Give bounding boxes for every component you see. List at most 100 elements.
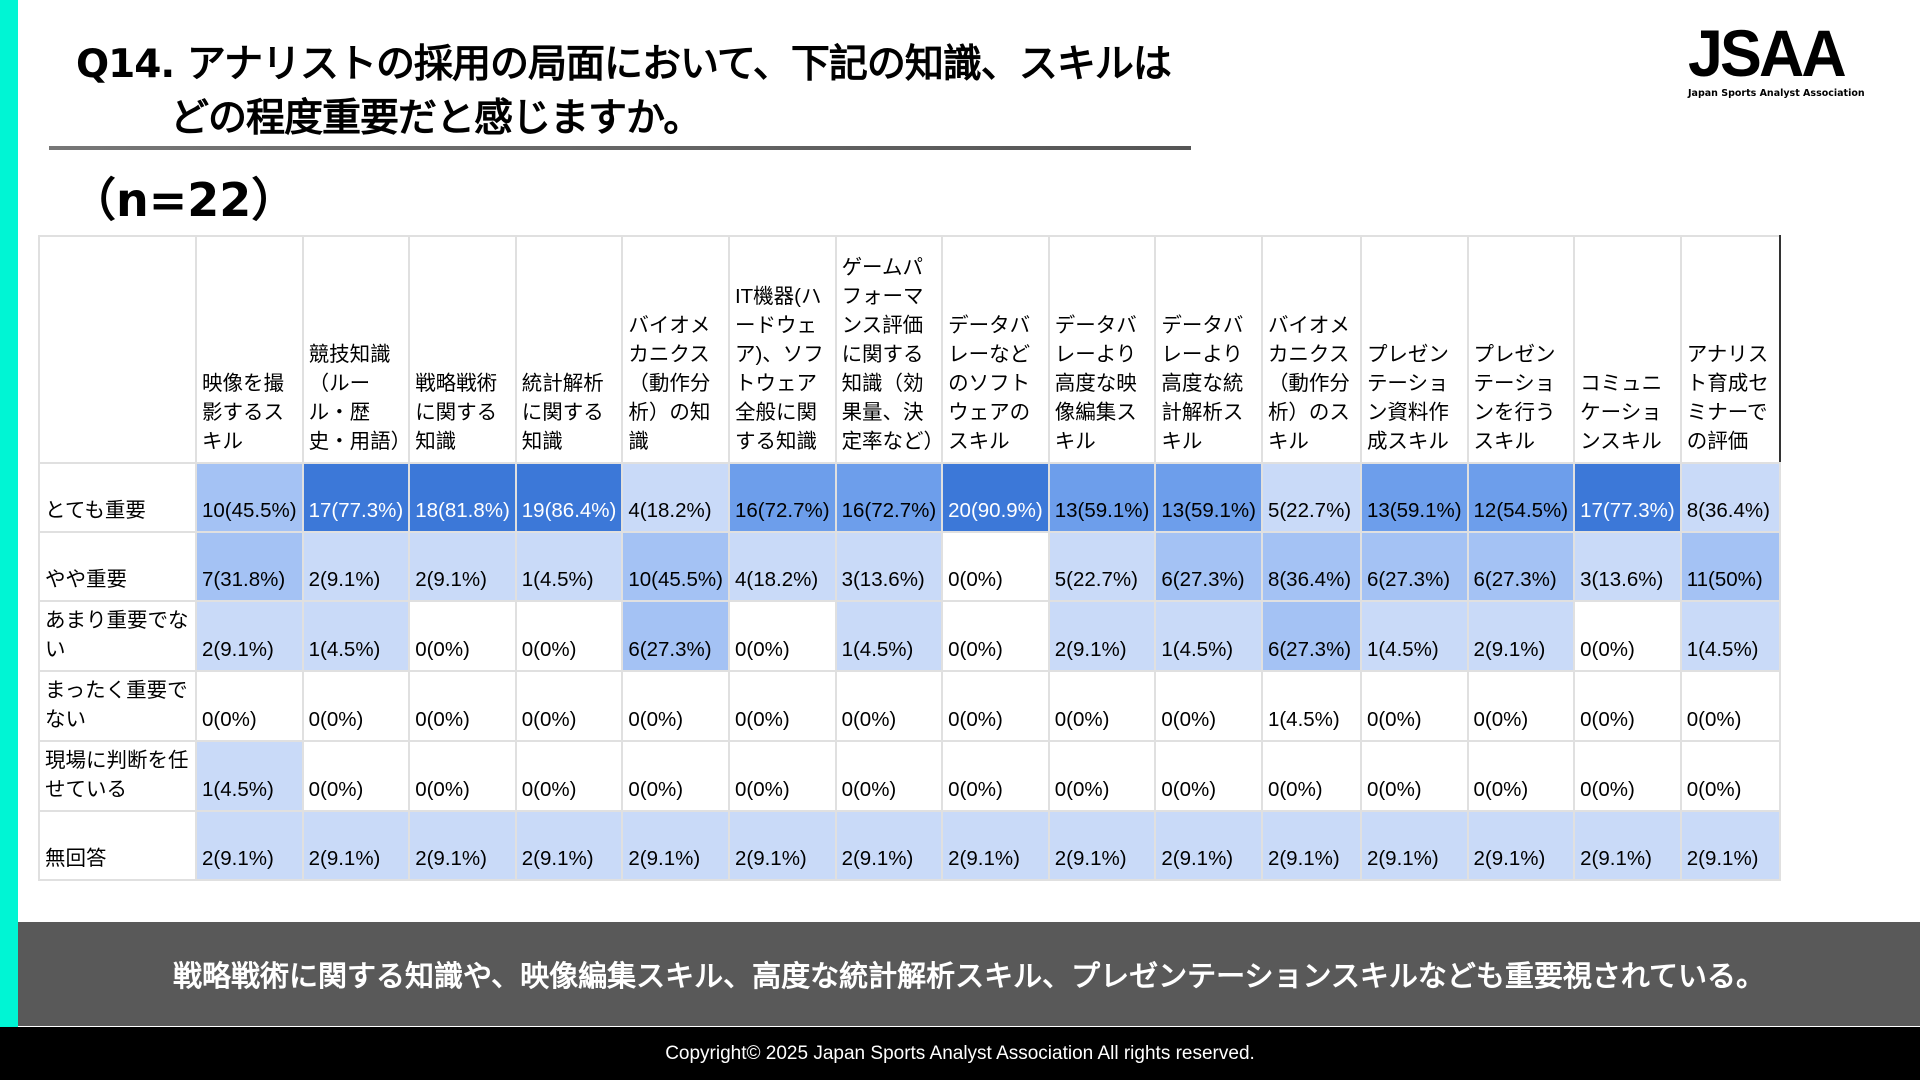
table-row: やや重要 7(31.8%) 2(9.1%) 2(9.1%) 1(4.5%) 10(45.5… <box>38 531 1781 602</box>
table-cell: 0(0%) <box>195 670 304 742</box>
column-header: 統計解析に関する知識 <box>514 235 624 464</box>
table-cell: 2(9.1%) <box>514 810 624 881</box>
table-cell: 2(9.1%) <box>301 531 411 602</box>
table-cell: 0(0%) <box>1679 670 1781 742</box>
column-header: バイオメカニクス（動作分析）のスキル <box>1260 235 1362 464</box>
table-cell: 5(22.7%) <box>1260 462 1362 533</box>
table-cell: 0(0%) <box>1679 740 1781 812</box>
table-cell: 13(59.1%) <box>1359 462 1469 533</box>
table-cell: 19(86.4%) <box>514 462 624 533</box>
table-row: あまり重要でない 2(9.1%) 1(4.5%) 0(0%) 0(0%) 6(27.3%)… <box>38 600 1781 672</box>
table-cell: 0(0%) <box>941 531 1050 602</box>
table-cell: 2(9.1%) <box>1047 600 1157 672</box>
table-cell: 11(50%) <box>1679 531 1781 602</box>
table-cell: 2(9.1%) <box>195 600 304 672</box>
title-line-2: どの程度重要だと感じますか。 <box>170 96 702 141</box>
table-cell: 0(0%) <box>941 740 1050 812</box>
table-cell: 2(9.1%) <box>408 531 517 602</box>
sample-size: （n=22） <box>70 173 298 227</box>
table-row: とても重要 10(45.5%) 17(77.3%) 18(81.8%) 19(86.4%… <box>38 462 1781 533</box>
table-cell: 1(4.5%) <box>514 531 624 602</box>
table-cell: 3(13.6%) <box>834 531 944 602</box>
table-row: 無回答 2(9.1%) 2(9.1%) 2(9.1%) 2(9.1%) 2(9.1%) 2(… <box>38 810 1781 881</box>
column-header: IT機器(ハードウェア)、ソフトウェア全般に関する知識 <box>727 235 837 464</box>
table-cell: 1(4.5%) <box>195 740 304 812</box>
table-cell: 0(0%) <box>941 600 1050 672</box>
table-cell: 0(0%) <box>727 670 837 742</box>
row-label: やや重要 <box>38 531 197 602</box>
table-cell: 1(4.5%) <box>834 600 944 672</box>
table-cell: 0(0%) <box>514 600 624 672</box>
column-header: アナリスト育成セミナーでの評価 <box>1679 235 1781 464</box>
column-header: 競技知識（ルール・歴史・用語） <box>301 235 411 464</box>
table-cell: 2(9.1%) <box>834 810 944 881</box>
row-label: 現場に判断を任せている <box>38 740 197 812</box>
table-cell: 0(0%) <box>408 600 517 672</box>
table-cell: 0(0%) <box>408 740 517 812</box>
table-cell: 2(9.1%) <box>1359 810 1469 881</box>
table-cell: 6(27.3%) <box>1359 531 1469 602</box>
table-cell: 0(0%) <box>1359 670 1469 742</box>
table-cell: 2(9.1%) <box>195 810 304 881</box>
table-cell: 2(9.1%) <box>1466 600 1576 672</box>
column-header: 戦略戦術に関する知識 <box>408 235 517 464</box>
header-row: 映像を撮影するスキル 競技知識（ルール・歴史・用語） 戦略戦術に関する知識 統計解析に… <box>38 235 1781 464</box>
summary-text: 戦略戦術に関する知識や、映像編集スキル、高度な統計解析スキル、プレゼンテーション… <box>172 959 1766 993</box>
table-cell: 3(13.6%) <box>1573 531 1682 602</box>
copyright-text: Copyright© 2025 Japan Sports Analyst Ass… <box>665 1042 1255 1064</box>
table-cell: 0(0%) <box>1154 740 1263 812</box>
table-cell: 2(9.1%) <box>301 810 411 881</box>
table-cell: 0(0%) <box>514 670 624 742</box>
table-cell: 18(81.8%) <box>408 462 517 533</box>
table-cell: 0(0%) <box>408 670 517 742</box>
column-header: データバレーなどのソフトウェアのスキル <box>941 235 1050 464</box>
table-cell: 0(0%) <box>1573 600 1682 672</box>
table-cell: 2(9.1%) <box>1679 810 1781 881</box>
table-cell: 10(45.5%) <box>195 462 304 533</box>
table-cell: 0(0%) <box>1573 740 1682 812</box>
table-cell: 2(9.1%) <box>1047 810 1157 881</box>
table-cell: 1(4.5%) <box>1679 600 1781 672</box>
column-header: バイオメカニクス（動作分析）の知識 <box>621 235 730 464</box>
table-cell: 4(18.2%) <box>727 531 837 602</box>
table-cell: 10(45.5%) <box>621 531 730 602</box>
table-cell: 5(22.7%) <box>1047 531 1157 602</box>
table-cell: 0(0%) <box>727 600 837 672</box>
table-cell: 0(0%) <box>621 740 730 812</box>
table-cell: 0(0%) <box>1047 740 1157 812</box>
column-header: ゲームパフォーマンス評価に関する知識（効果量、決定率など） <box>834 235 944 464</box>
table-cell: 1(4.5%) <box>1359 600 1469 672</box>
table-cell: 2(9.1%) <box>1154 810 1263 881</box>
results-table: 映像を撮影するスキル 競技知識（ルール・歴史・用語） 戦略戦術に関する知識 統計解析に… <box>38 235 1781 881</box>
table-cell: 0(0%) <box>1047 670 1157 742</box>
table-cell: 0(0%) <box>621 670 730 742</box>
table-cell: 0(0%) <box>1260 740 1362 812</box>
column-header: データバレーより高度な映像編集スキル <box>1047 235 1157 464</box>
logo-mark: JSAA <box>1688 16 1847 90</box>
row-label: まったく重要でない <box>38 670 197 742</box>
column-header: プレゼンテーション資料作成スキル <box>1359 235 1469 464</box>
table-cell: 0(0%) <box>1466 670 1576 742</box>
column-header: プレゼンテーションを行うスキル <box>1466 235 1576 464</box>
table-cell: 6(27.3%) <box>1260 600 1362 672</box>
table-cell: 17(77.3%) <box>1573 462 1682 533</box>
table-cell: 13(59.1%) <box>1154 462 1263 533</box>
table-cell: 1(4.5%) <box>1154 600 1263 672</box>
page-title: Q14. アナリストの採用の局面において、下記の知識、スキルは どの程度重要だと… <box>76 38 1172 146</box>
table-cell: 2(9.1%) <box>1573 810 1682 881</box>
table-cell: 2(9.1%) <box>408 810 517 881</box>
table-cell: 6(27.3%) <box>621 600 730 672</box>
table-cell: 1(4.5%) <box>301 600 411 672</box>
title-divider <box>49 146 1191 150</box>
accent-bar <box>0 0 18 1027</box>
table-cell: 0(0%) <box>834 740 944 812</box>
table-cell: 2(9.1%) <box>727 810 837 881</box>
table-row: 現場に判断を任せている 1(4.5%) 0(0%) 0(0%) 0(0%) 0(0%) 0(… <box>38 740 1781 812</box>
table-cell: 0(0%) <box>941 670 1050 742</box>
table-cell: 2(9.1%) <box>1466 810 1576 881</box>
table-cell: 0(0%) <box>514 740 624 812</box>
table-cell: 0(0%) <box>301 740 411 812</box>
column-header: コミュニケーションスキル <box>1573 235 1682 464</box>
table-cell: 2(9.1%) <box>1260 810 1362 881</box>
jsaa-logo: JSAA Japan Sports Analyst Association <box>1688 20 1886 102</box>
